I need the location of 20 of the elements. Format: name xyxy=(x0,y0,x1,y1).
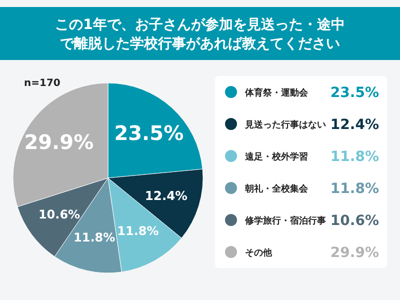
text: 23.5% xyxy=(330,85,379,101)
text: n=170 xyxy=(24,78,60,89)
data-label: 11.8% xyxy=(74,230,116,244)
legend-label: その他 xyxy=(245,248,273,258)
text: 12.4% xyxy=(330,117,379,133)
data-label: 29.9% xyxy=(24,130,94,154)
data-label: 23.5% xyxy=(114,121,184,146)
text: 29.9% xyxy=(330,245,379,261)
text: 10.6% xyxy=(330,213,379,229)
data-label: 11.8% xyxy=(117,224,159,238)
legend-label: 見送った行事はない xyxy=(244,120,326,130)
text: 11.8% xyxy=(330,181,379,197)
data-label: 12.4% xyxy=(144,188,188,203)
legend-label: 体育祭・運動会 xyxy=(244,86,309,98)
legend-label: 修学旅行・宿泊行事 xyxy=(244,216,326,226)
legend-label: 朝礼・全校集会 xyxy=(244,184,309,194)
chart-title: この1年で、お子さんが参加を見送った・途中で離脱した学校行事があれば教えてください xyxy=(55,16,345,52)
text: 11.8% xyxy=(330,149,379,165)
legend-label: 遠足・校外学習 xyxy=(244,152,308,162)
data-label: 10.6% xyxy=(38,208,80,222)
